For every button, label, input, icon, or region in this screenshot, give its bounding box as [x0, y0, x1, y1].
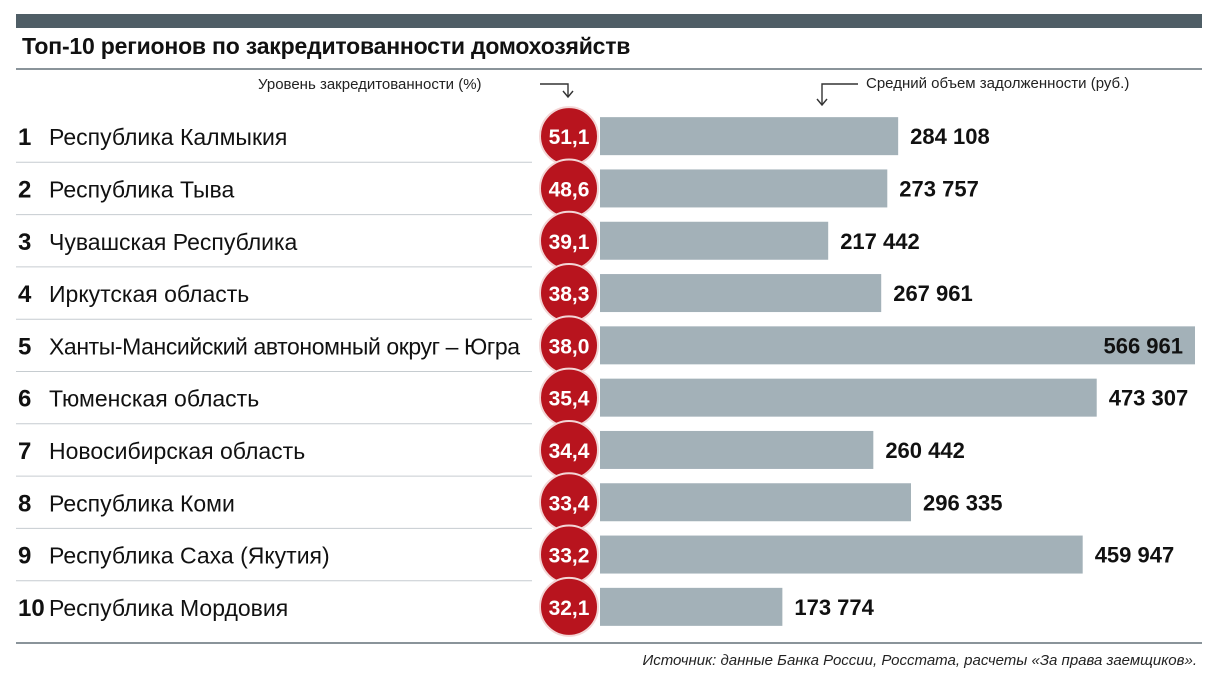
rank-label: 1: [18, 124, 31, 151]
debt-value-label: 284 108: [910, 124, 990, 149]
chart-title: Топ-10 регионов по закредитованности дом…: [22, 33, 631, 59]
percent-value-label: 51,1: [549, 126, 590, 149]
percent-value-label: 34,4: [549, 440, 590, 463]
title-divider: [16, 68, 1202, 70]
percent-value-label: 33,4: [549, 492, 590, 515]
region-label: Республика Тыва: [49, 176, 235, 202]
region-label: Республика Калмыкия: [49, 124, 287, 150]
rank-label: 4: [18, 281, 32, 308]
debt-value-label: 273 757: [899, 176, 979, 201]
debt-value-label: 473 307: [1109, 386, 1189, 411]
region-label: Новосибирская область: [49, 438, 305, 464]
rank-label: 9: [18, 543, 31, 570]
debt-bar: [600, 117, 899, 156]
left-label-arrow: [540, 83, 574, 99]
debt-bar: [600, 535, 1083, 574]
header-top-bar: [16, 14, 1202, 28]
percent-axis-label: Уровень закредитованности (%): [258, 76, 482, 93]
percent-value-label: 32,1: [549, 597, 590, 620]
region-label: Республика Мордовия: [49, 595, 288, 621]
debt-bar: [600, 483, 911, 522]
percent-value-label: 48,6: [549, 178, 590, 201]
rank-label: 10: [18, 595, 45, 622]
percent-value-label: 33,2: [549, 545, 590, 568]
debt-bar: [600, 587, 783, 626]
debt-value-label: 459 947: [1095, 543, 1175, 568]
footer-divider: [16, 642, 1202, 644]
debt-bar: [600, 169, 888, 208]
percent-value-label: 39,1: [549, 231, 590, 254]
debt-bar: [600, 274, 882, 313]
region-label: Республика Коми: [49, 490, 235, 516]
source-note: Источник: данные Банка России, Росстата,…: [642, 652, 1197, 669]
percent-value-label: 38,0: [549, 335, 590, 358]
debt-bar: [600, 430, 874, 469]
debt-value-label: 566 961: [1103, 333, 1183, 358]
rank-label: 5: [18, 333, 31, 360]
debt-value-label: 173 774: [794, 595, 874, 620]
debt-value-label: 217 442: [840, 229, 920, 254]
region-label: Республика Саха (Якутия): [49, 543, 330, 569]
region-label: Тюменская область: [49, 386, 259, 412]
region-label: Ханты-Мансийский автономный округ – Югра: [49, 333, 520, 359]
rank-label: 3: [18, 229, 31, 256]
region-label: Чувашская Республика: [49, 229, 298, 255]
rank-label: 7: [18, 438, 31, 465]
rank-label: 6: [18, 386, 31, 413]
right-label-arrow: [816, 83, 858, 107]
region-label: Иркутская область: [49, 281, 249, 307]
debt-value-label: 260 442: [885, 438, 965, 463]
percent-circle: [539, 576, 599, 637]
debt-value-label: 267 961: [893, 281, 973, 306]
rank-label: 2: [18, 176, 31, 203]
debt-axis-label: Средний объем задолженности (руб.): [866, 75, 1130, 92]
percent-value-label: 38,3: [549, 283, 590, 306]
debt-bar: [600, 378, 1097, 417]
debt-bar: [600, 221, 829, 260]
percent-value-label: 35,4: [549, 388, 590, 411]
debt-bar: [600, 326, 1195, 365]
rank-label: 8: [18, 490, 31, 517]
debt-value-label: 296 335: [923, 490, 1003, 515]
